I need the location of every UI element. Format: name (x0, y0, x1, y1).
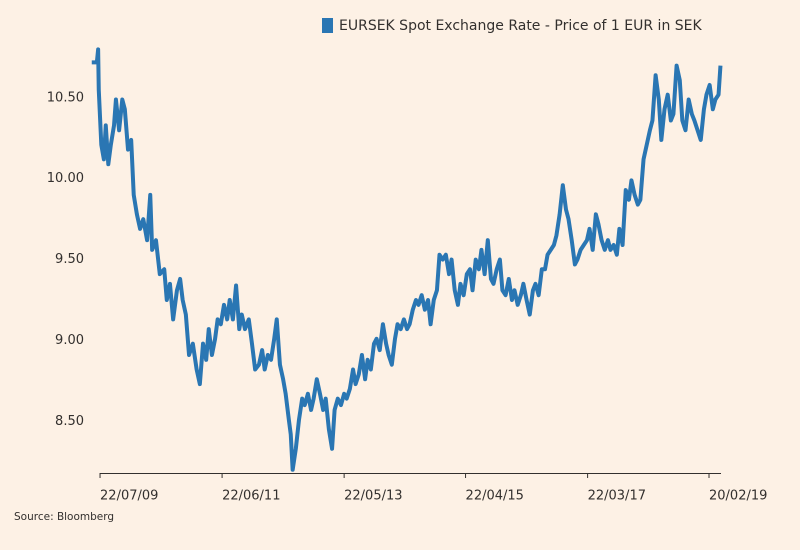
y-tick-label: 10.50 (47, 90, 84, 105)
x-tick-label: 22/03/17 (588, 489, 646, 504)
y-tick-label: 8.50 (55, 414, 84, 429)
x-tick-label: 20/02/19 (709, 489, 767, 504)
y-tick-label: 9.50 (55, 252, 84, 267)
legend-swatch (322, 18, 333, 33)
y-tick-label: 10.00 (47, 171, 84, 186)
x-tick-label: 22/06/11 (222, 489, 280, 504)
source-note: Source: Bloomberg (14, 511, 114, 523)
legend-label: EURSEK Spot Exchange Rate - Price of 1 E… (339, 18, 702, 34)
x-tick-label: 22/05/13 (344, 489, 402, 504)
x-tick-label: 22/07/09 (100, 489, 158, 504)
line-series (91, 47, 723, 472)
y-tick-label: 9.00 (55, 333, 84, 348)
x-tick-label: 22/04/15 (466, 489, 524, 504)
